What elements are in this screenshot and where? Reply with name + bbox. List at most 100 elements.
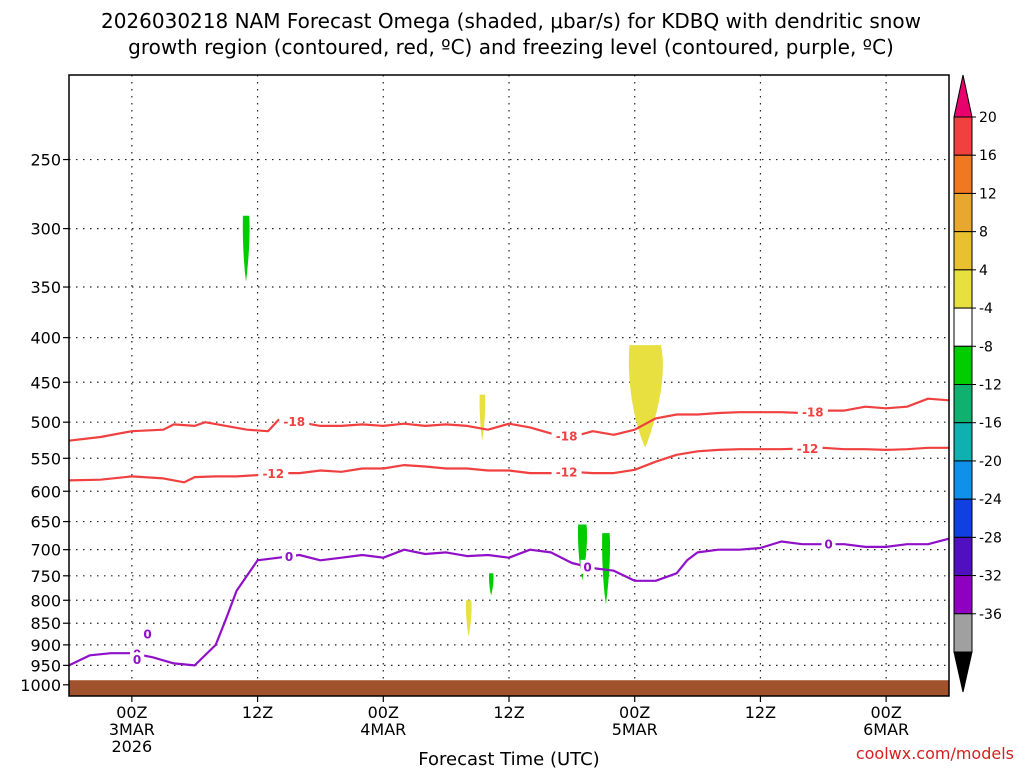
chart-title-line-2: growth region (contoured, red, ºC) and f… xyxy=(128,35,894,59)
omega-region-1 xyxy=(242,215,250,282)
contour-label-bg xyxy=(551,465,582,480)
y-tick-label-300: 300 xyxy=(30,220,61,239)
contour-label-bg xyxy=(282,549,296,564)
y-tick-label-650: 650 xyxy=(30,513,61,532)
colorbar-top-arrow xyxy=(953,74,973,118)
colorbar-bin-13 xyxy=(953,575,973,615)
colorbar-label-8: -12 xyxy=(979,378,1002,394)
colorbar-bin-5 xyxy=(953,269,973,309)
x-tick-label-0-3: 2026 xyxy=(111,737,152,756)
colorbar-label-10: -20 xyxy=(979,454,1002,470)
colorbar-bin-10 xyxy=(953,460,973,500)
plot-frame xyxy=(68,74,950,697)
colorbar-label-14: -36 xyxy=(979,607,1002,623)
omega-region-6 xyxy=(489,573,494,596)
contour-label-bg xyxy=(140,627,155,642)
contour-line-3 xyxy=(68,537,950,667)
contour-label-3-2: 0 xyxy=(583,560,591,574)
x-tick-label-60-1: 12Z xyxy=(745,703,776,722)
x-tick-label-0-1: 00Z xyxy=(116,703,147,722)
contour-label-1-2: -18 xyxy=(556,430,578,444)
y-tick-label-700: 700 xyxy=(30,541,61,560)
omega-region-7 xyxy=(465,600,472,637)
omega-region-3 xyxy=(628,345,663,448)
colorbar-label-6: -4 xyxy=(979,301,993,317)
contour-label-3-1: 0 xyxy=(285,550,293,564)
colorbar-label-7: -8 xyxy=(979,339,993,355)
freezing-label-extra-1: 0 xyxy=(133,653,141,667)
colorbar-bin-8 xyxy=(953,384,973,424)
contour-label-2-2: -12 xyxy=(556,466,578,480)
y-tick-label-600: 600 xyxy=(30,482,61,501)
y-tick-label-350: 350 xyxy=(30,278,61,297)
colorbar-bin-1 xyxy=(953,116,973,156)
contour-label-bg xyxy=(279,414,310,429)
contour-labels: -18-18-18-12-12-12000000 xyxy=(130,404,836,667)
y-tick-label-400: 400 xyxy=(30,329,61,348)
contour-label-bg xyxy=(821,537,836,552)
x-tick-label-72-1: 00Z xyxy=(870,703,901,722)
terrain-layer xyxy=(69,680,949,696)
y-tick-label-450: 450 xyxy=(30,373,61,392)
x-tick-label-48-1: 00Z xyxy=(619,703,650,722)
colorbar-label-9: -16 xyxy=(979,416,1002,432)
colorbar-label-11: -24 xyxy=(979,492,1002,508)
y-tick-label-550: 550 xyxy=(30,449,61,468)
contour-label-3-3: 0 xyxy=(824,538,832,552)
contour-label-bg xyxy=(258,466,289,481)
terrain-ground xyxy=(69,680,949,696)
x-tick-label-72-2: 6MAR xyxy=(863,720,909,739)
contour-label-bg xyxy=(551,429,582,444)
contour-label-bg xyxy=(130,652,145,667)
y-axis: 250 300 350 400 450 500 550 600 650 700 750 800 850 9… xyxy=(20,151,69,695)
colorbar-label-1: 20 xyxy=(979,110,997,126)
contour-label-1-3: -18 xyxy=(802,405,824,419)
x-tick-label-24-2: 4MAR xyxy=(360,720,406,739)
y-tick-label-750: 750 xyxy=(30,567,61,586)
contour-label-bg xyxy=(792,441,823,456)
freezing-label-extra-2: 0 xyxy=(143,628,151,642)
y-tick-label-500: 500 xyxy=(30,413,61,432)
colorbar-label-2: 16 xyxy=(979,148,997,164)
contour-label-bg xyxy=(580,559,595,574)
colorbar: 20 16 12 8 4 -4 -8 -12 -16 -20 -24 -28 -32 -36 xyxy=(953,74,1002,693)
x-tick-label-0-2: 3MAR xyxy=(109,720,155,739)
chart-title-line-1: 2026030218 NAM Forecast Omega (shaded, μ… xyxy=(101,9,921,33)
colorbar-label-4: 8 xyxy=(979,225,988,241)
colorbar-bin-6 xyxy=(953,307,973,347)
x-tick-label-48-2: 5MAR xyxy=(612,720,658,739)
x-axis-title: Forecast Time (UTC) xyxy=(418,749,599,768)
colorbar-bin-9 xyxy=(953,422,973,462)
colorbar-label-12: -28 xyxy=(979,530,1002,546)
y-tick-label-250: 250 xyxy=(30,151,61,170)
y-tick-label-900: 900 xyxy=(30,636,61,655)
contour-label-2-1: -12 xyxy=(262,467,284,481)
omega-region-5 xyxy=(602,533,611,605)
y-tick-label-1000: 1000 xyxy=(20,676,61,695)
colorbar-bin-2 xyxy=(953,154,973,194)
y-tick-label-850: 850 xyxy=(30,614,61,633)
contour-label-bg xyxy=(797,404,828,419)
colorbar-label-3: 12 xyxy=(979,186,997,202)
x-tick-label-12-1: 12Z xyxy=(242,703,273,722)
colorbar-bin-4 xyxy=(953,231,973,271)
y-tick-label-800: 800 xyxy=(30,591,61,610)
colorbar-bin-3 xyxy=(953,192,973,233)
y-tick-label-950: 950 xyxy=(30,656,61,675)
colorbar-bin-7 xyxy=(953,345,973,385)
colorbar-bin-14 xyxy=(953,613,973,653)
contour-label-2-3: -12 xyxy=(797,442,819,456)
colorbar-label-5: 4 xyxy=(979,263,988,279)
colorbar-bin-11 xyxy=(953,498,973,538)
colorbar-bottom-arrow xyxy=(953,651,973,693)
colorbar-bin-12 xyxy=(953,536,973,577)
temperature-contours xyxy=(68,397,950,667)
grid-lines xyxy=(69,75,949,696)
omega-region-2 xyxy=(479,394,486,441)
contour-label-1-1: -18 xyxy=(283,415,305,429)
credit-text: coolwx.com/models xyxy=(856,744,1014,763)
x-tick-label-36-1: 12Z xyxy=(493,703,524,722)
x-tick-label-24-1: 00Z xyxy=(368,703,399,722)
